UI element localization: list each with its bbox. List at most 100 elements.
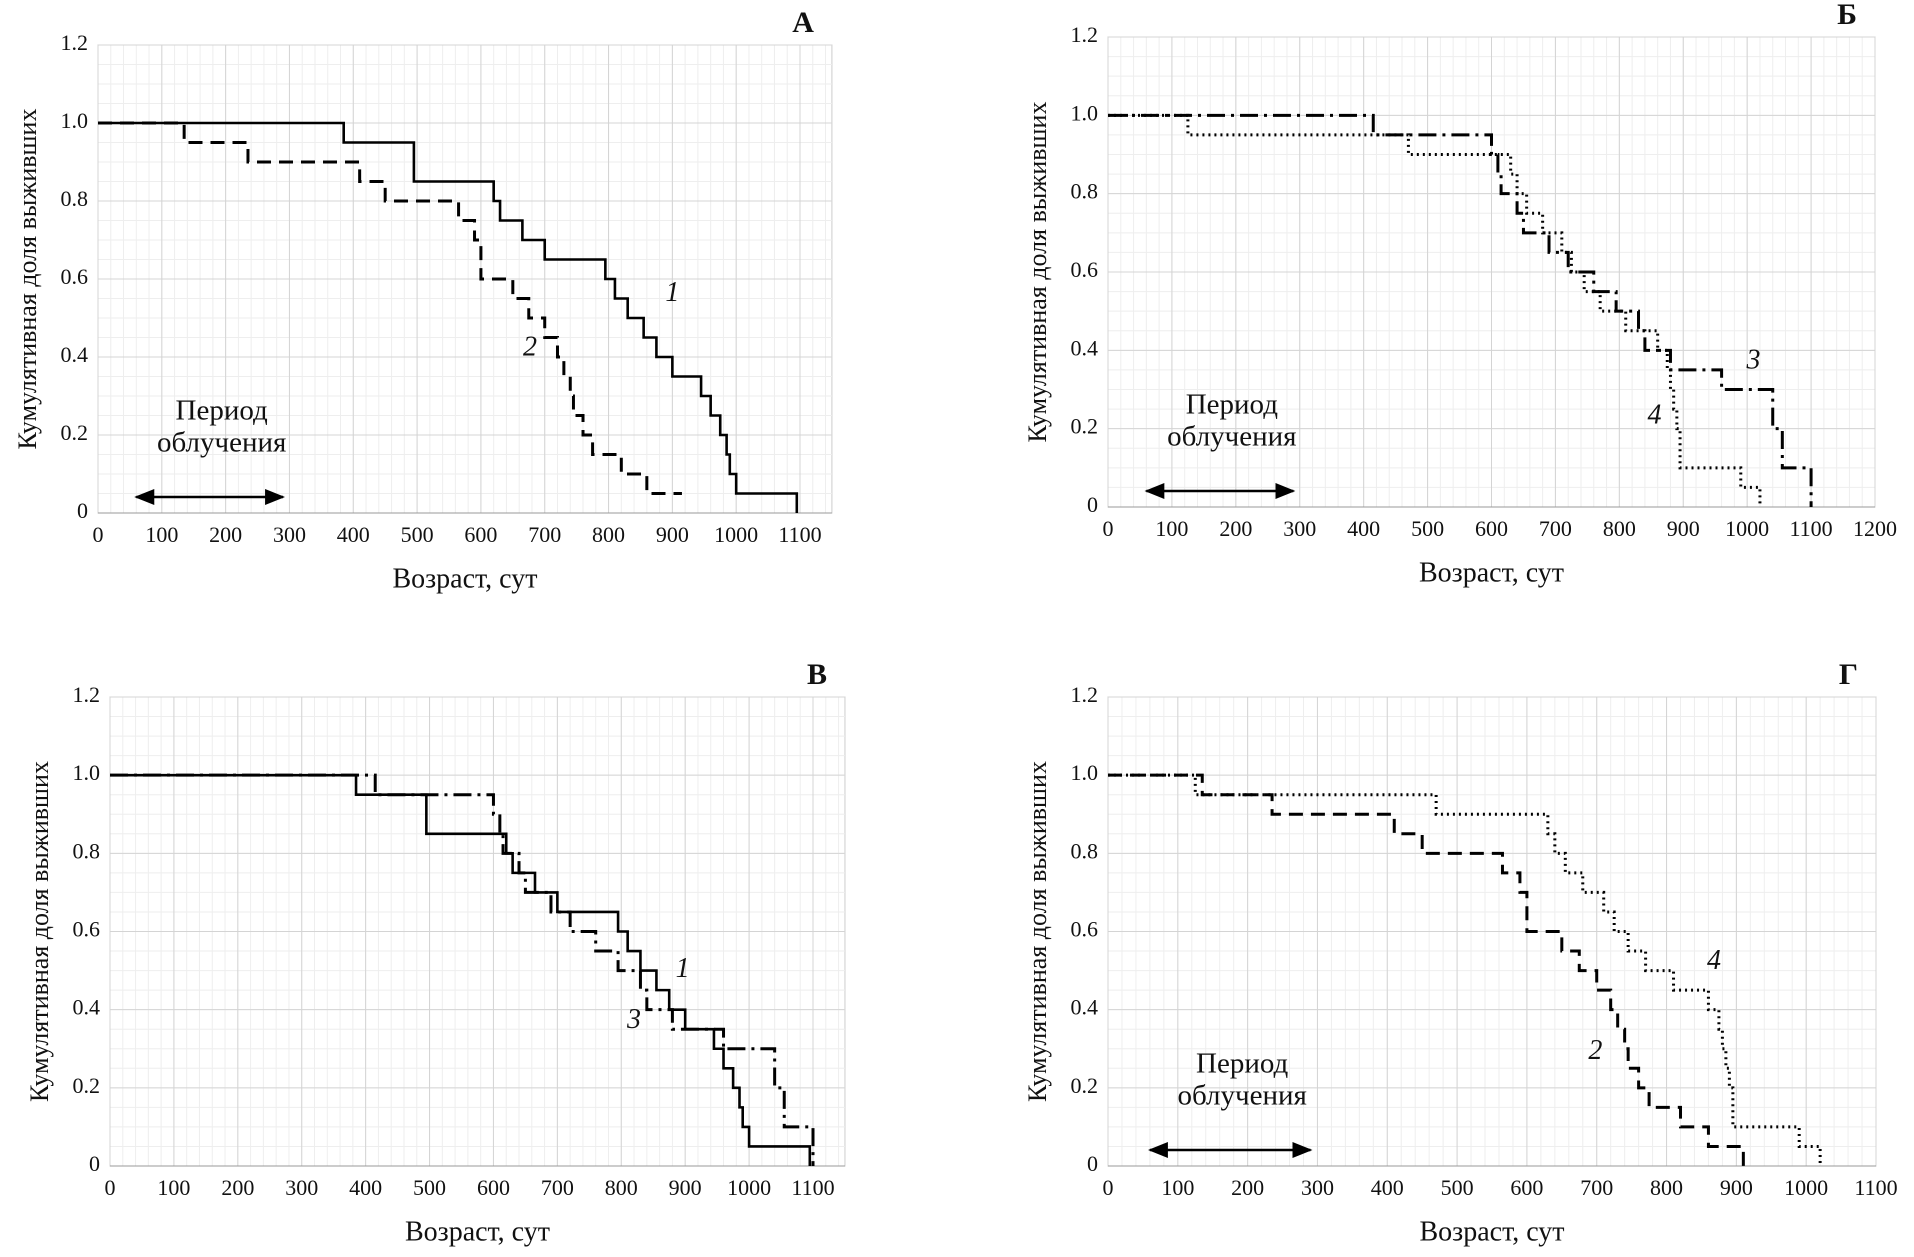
y-tick-label: 0 [1087,492,1098,517]
x-axis-label: Возраст, сут [1419,557,1564,588]
y-tick-label: 0.6 [1071,917,1099,942]
curve-label: 1 [676,953,690,984]
x-tick-label: 1100 [1854,1175,1897,1200]
x-tick-label: 0 [105,1175,116,1200]
x-tick-label: 100 [1161,1175,1194,1200]
x-tick-label: 0 [1103,1175,1114,1200]
x-tick-label: 400 [349,1175,382,1200]
x-tick-label: 200 [1219,516,1252,541]
survival-curve [1108,773,1745,1166]
y-tick-label: 0.2 [61,420,89,445]
x-tick-label: 900 [1720,1175,1753,1200]
x-tick-label: 600 [464,522,497,547]
y-tick-label: 1.0 [61,108,89,133]
survival-curve [110,773,815,1166]
x-tick-label: 0 [1103,516,1114,541]
y-tick-label: 0.8 [73,838,101,863]
x-tick-label: 400 [337,522,370,547]
x-tick-label: 500 [413,1175,446,1200]
x-tick-label: 600 [1510,1175,1543,1200]
period-annotation: Период [1196,1048,1288,1080]
y-tick-label: 1.2 [1071,22,1099,47]
curve-label: 1 [665,277,679,308]
y-tick-label: 1.2 [1071,682,1099,707]
x-axis-label: Возраст, сут [1419,1216,1564,1247]
x-tick-label: 1000 [714,522,758,547]
x-tick-label: 300 [273,522,306,547]
x-tick-label: 800 [592,522,625,547]
x-tick-label: 700 [1580,1175,1613,1200]
period-annotation: облучения [157,427,286,459]
y-tick-label: 1.2 [61,30,89,55]
curve-label: 4 [1707,945,1721,976]
y-tick-label: 0.4 [73,995,101,1020]
survival-curve [98,121,799,513]
x-tick-label: 1100 [1789,516,1832,541]
x-tick-label: 200 [209,522,242,547]
x-tick-label: 100 [1155,516,1188,541]
x-tick-label: 200 [1231,1175,1264,1200]
curve-label: 4 [1647,399,1661,430]
x-tick-label: 400 [1371,1175,1404,1200]
period-annotation: Период [176,395,268,427]
x-tick-label: 700 [528,522,561,547]
x-tick-label: 100 [145,522,178,547]
y-tick-label: 0 [89,1151,100,1176]
x-tick-label: 0 [93,522,104,547]
x-tick-label: 900 [1667,516,1700,541]
y-axis-label: Кумулятивная доля выживших [25,761,54,1102]
survival-curve [1108,113,1762,507]
curve-label: 2 [1588,1035,1602,1066]
y-tick-label: 0.2 [73,1073,101,1098]
x-tick-label: 600 [1475,516,1508,541]
y-tick-label: 0.8 [1071,838,1099,863]
x-tick-label: 300 [1283,516,1316,541]
x-tick-label: 1100 [791,1175,834,1200]
x-tick-label: 400 [1347,516,1380,541]
x-tick-label: 1000 [1784,1175,1828,1200]
x-tick-label: 900 [656,522,689,547]
y-tick-label: 0 [1087,1151,1098,1176]
y-tick-label: 1.2 [73,682,101,707]
x-tick-label: 1200 [1853,516,1897,541]
y-tick-label: 0.2 [1071,414,1099,439]
y-axis-label: Кумулятивная доля выживших [13,109,42,450]
panel-title: В [807,658,827,691]
period-annotation: облучения [1167,421,1296,453]
x-tick-label: 700 [541,1175,574,1200]
x-tick-label: 1000 [727,1175,771,1200]
x-tick-label: 500 [401,522,434,547]
x-tick-label: 300 [1301,1175,1334,1200]
panel-title: Г [1839,658,1858,691]
y-tick-label: 1.0 [73,760,101,785]
y-tick-label: 0.8 [1071,179,1099,204]
x-tick-label: 800 [1650,1175,1683,1200]
x-axis-label: Возраст, сут [405,1216,550,1247]
curve-label: 3 [626,1004,641,1035]
y-tick-label: 0.4 [1071,335,1099,360]
y-tick-label: 0.4 [1071,995,1099,1020]
curve-label: 3 [1746,345,1761,376]
y-tick-label: 1.0 [1071,760,1099,785]
y-tick-label: 0.2 [1071,1073,1099,1098]
y-tick-label: 0.4 [61,342,89,367]
period-annotation: облучения [1178,1080,1307,1112]
panel-title: А [792,6,814,39]
x-tick-label: 800 [605,1175,638,1200]
survival-curve [1108,113,1813,507]
x-axis-label: Возраст, сут [392,563,537,594]
curve-label: 2 [523,332,537,363]
x-tick-label: 600 [477,1175,510,1200]
x-tick-label: 500 [1441,1175,1474,1200]
x-tick-label: 300 [285,1175,318,1200]
panel-title: Б [1837,0,1857,31]
y-tick-label: 0.6 [1071,257,1099,282]
y-tick-label: 0 [77,498,88,523]
period-annotation: Период [1186,389,1278,421]
survival-curve [98,121,682,495]
x-tick-label: 800 [1603,516,1636,541]
x-tick-label: 500 [1411,516,1444,541]
x-tick-label: 900 [669,1175,702,1200]
x-tick-label: 100 [157,1175,190,1200]
